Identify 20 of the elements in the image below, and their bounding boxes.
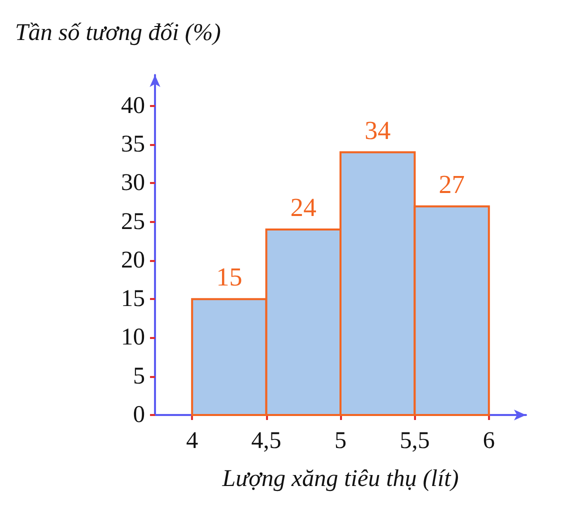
y-tick-label: 40 — [121, 92, 145, 119]
y-tick-label: 25 — [121, 208, 145, 235]
data-label: 15 — [216, 262, 242, 292]
y-tick-label: 0 — [133, 402, 145, 428]
y-tick-label: 15 — [121, 286, 145, 312]
y-axis-title: Tần số tương đối (%) — [15, 20, 221, 46]
y-tick-label: 5 — [133, 363, 145, 390]
data-label: 24 — [290, 193, 316, 222]
x-tick-label: 5 — [334, 428, 346, 454]
y-tick-label: 20 — [121, 247, 145, 274]
x-tick-label: 4 — [186, 428, 198, 454]
y-tick-label: 35 — [121, 132, 145, 158]
x-tick-label: 5,5 — [400, 428, 430, 454]
data-label: 27 — [438, 170, 465, 199]
data-label: 34 — [364, 116, 391, 145]
x-axis-title: Lượng xăng tiêu thụ (lít) — [221, 466, 459, 492]
x-tick-label: 6 — [482, 428, 495, 454]
y-tick-label: 30 — [121, 170, 145, 196]
y-tick-label: 10 — [121, 324, 145, 351]
x-tick-label: 4,5 — [251, 428, 282, 454]
